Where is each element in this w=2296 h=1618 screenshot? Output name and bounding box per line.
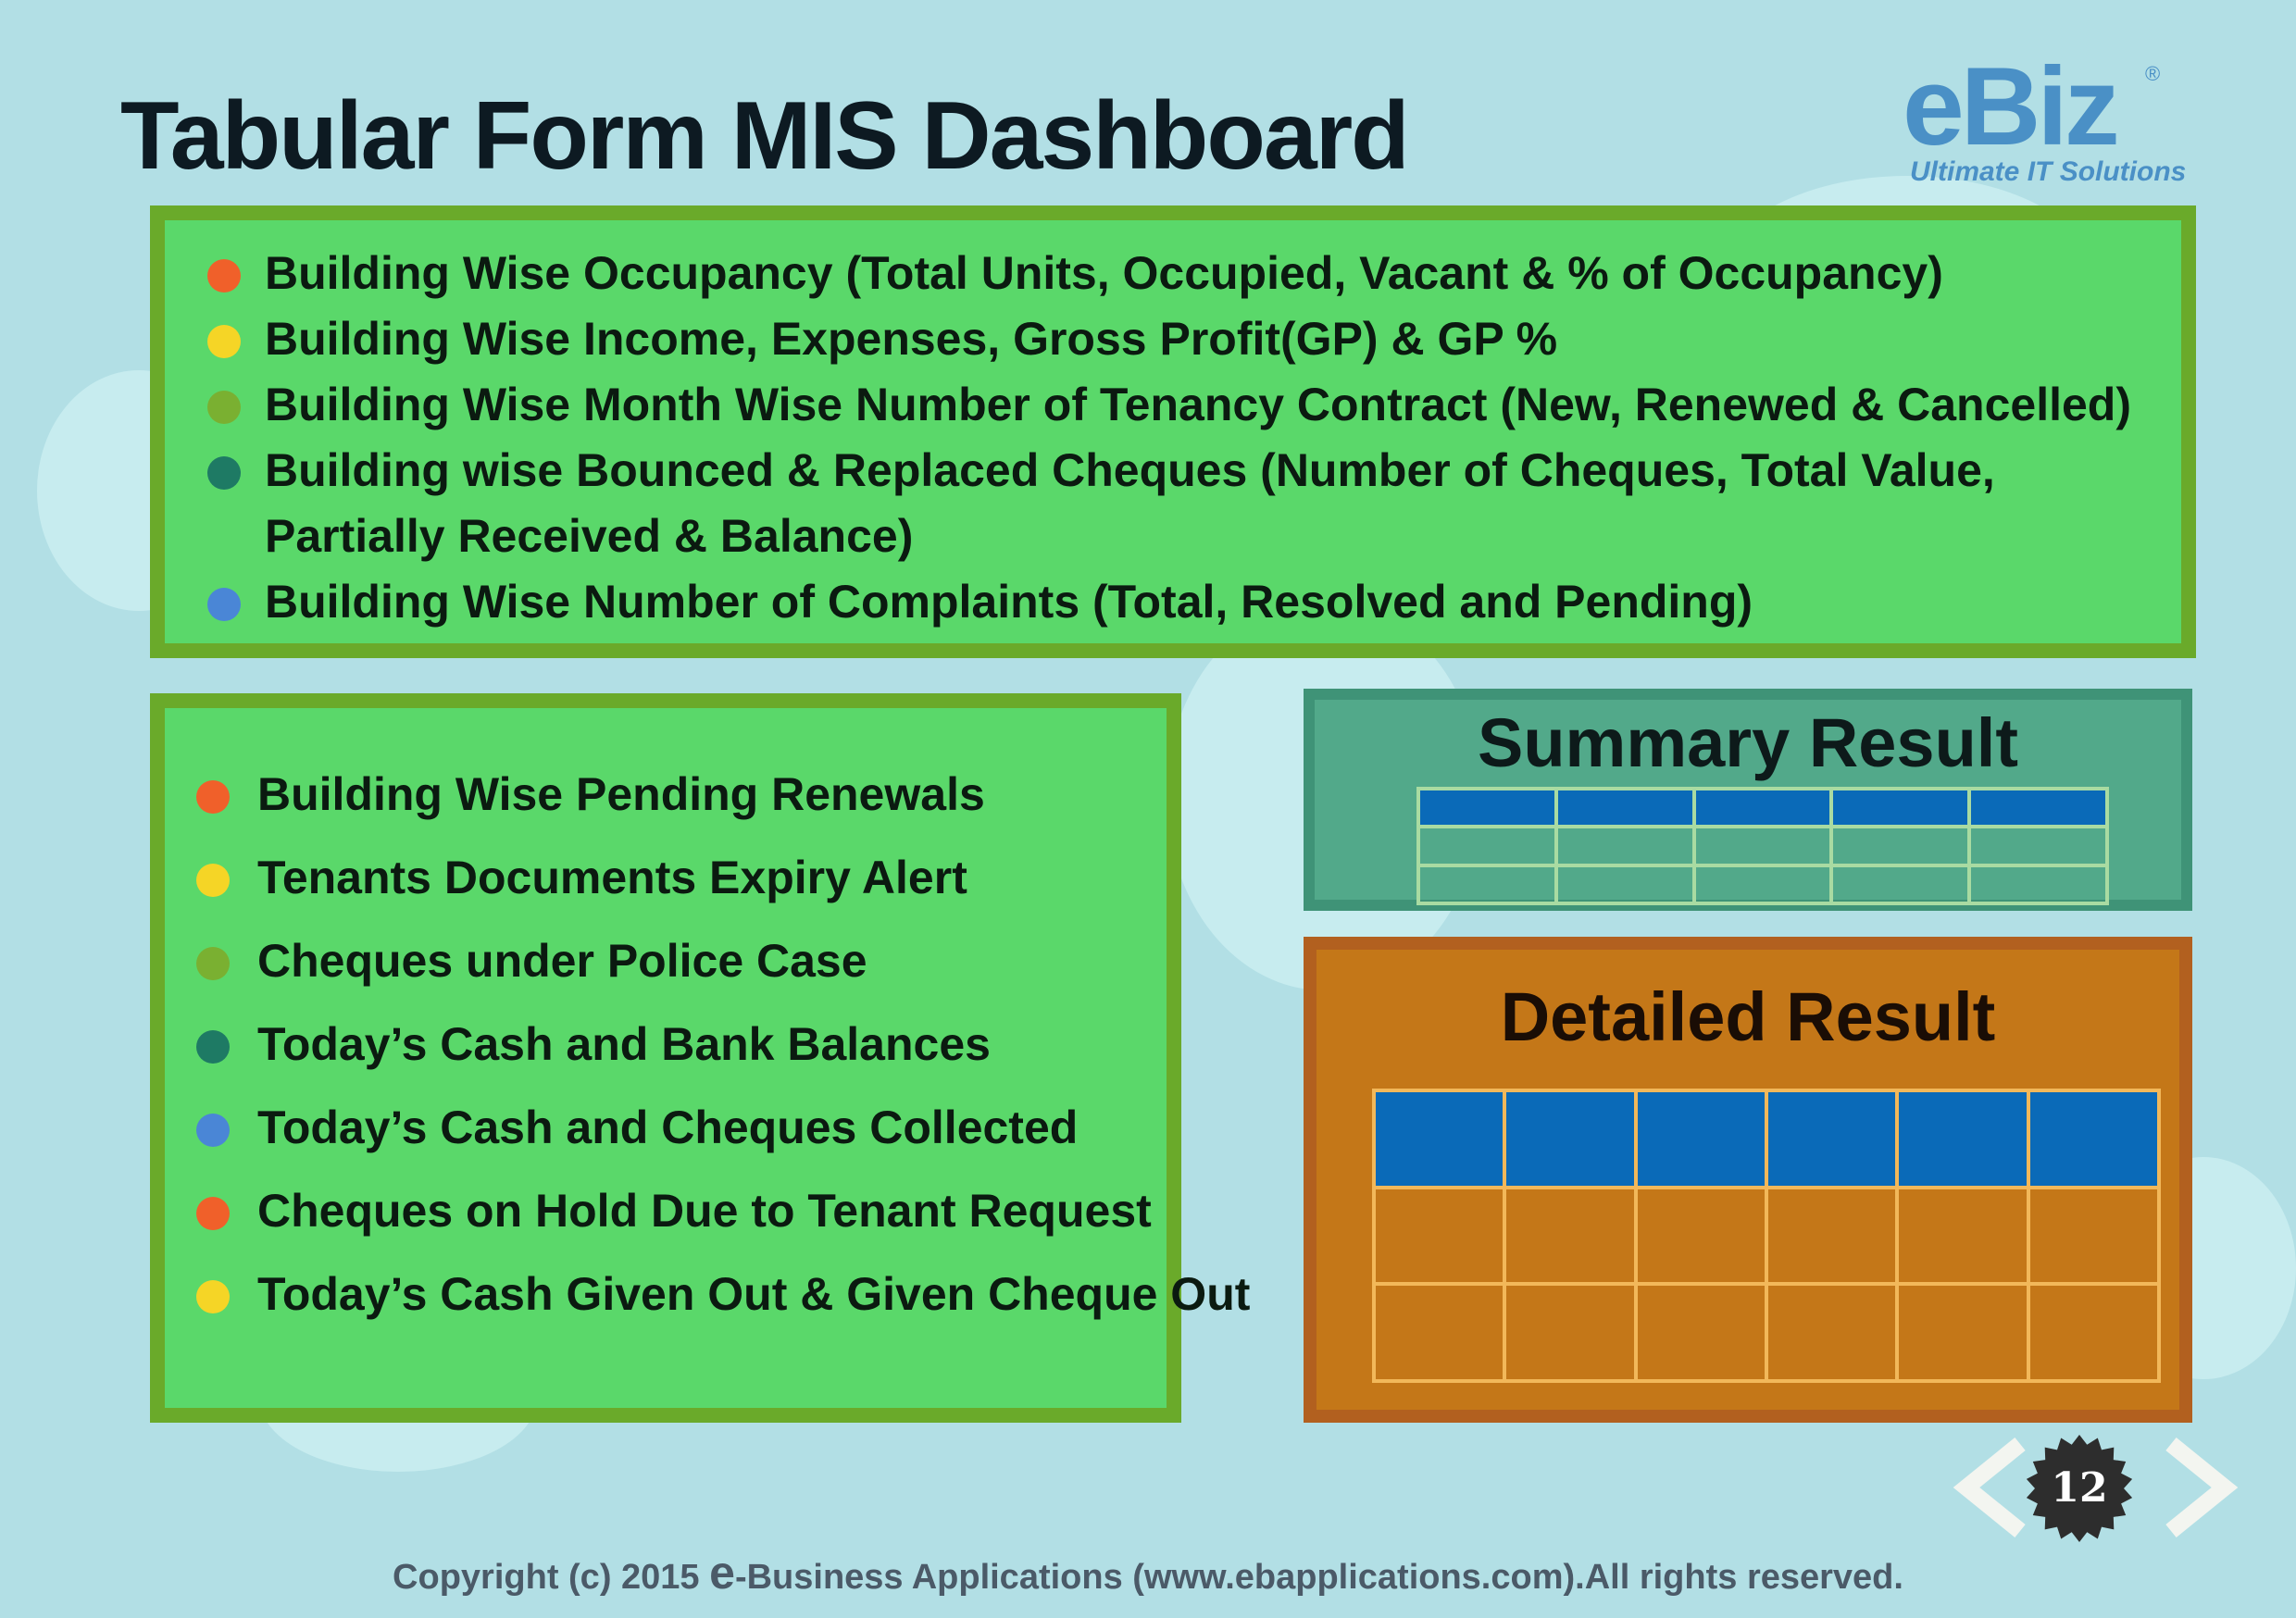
table-cell — [1416, 863, 1558, 906]
logo-tagline: Ultimate IT Solutions — [1910, 156, 2187, 187]
list-item-text: Today’s Cash and Bank Balances — [257, 1018, 991, 1070]
table-cell — [1691, 825, 1834, 867]
list-item-text: Tenants Documents Expiry Alert — [257, 852, 967, 903]
registered-mark: ® — [2145, 62, 2161, 85]
table-header-cell — [1554, 786, 1696, 829]
table-header-cell — [1633, 1089, 1768, 1189]
bullet-dot-icon — [196, 947, 230, 980]
list-item-text: Building Wise Number of Complaints (Tota… — [265, 576, 1753, 628]
ebiz-logo: eBiz ® Ultimate IT Solutions — [1903, 44, 2186, 190]
table-cell — [1967, 863, 2109, 906]
table-cell — [1691, 863, 1834, 906]
list-item: Building Wise Pending Renewals — [196, 762, 1167, 827]
bullet-dot-icon — [196, 864, 230, 897]
left-feature-list: Building Wise Pending Renewals Tenants Do… — [165, 708, 1250, 1326]
bullet-dot-icon — [207, 588, 241, 621]
table-cell — [2026, 1282, 2162, 1383]
table-cell — [1764, 1282, 1900, 1383]
bullet-dot-icon — [207, 391, 241, 424]
table-cell — [2026, 1185, 2162, 1287]
top-feature-panel: Building Wise Occupancy (Total Units, Oc… — [150, 205, 2196, 658]
list-item: Cheques under Police Case — [196, 928, 1167, 993]
list-item: Cheques on Hold Due to Tenant Request — [196, 1178, 1167, 1243]
list-item-text: Cheques on Hold Due to Tenant Request — [257, 1185, 1152, 1237]
table-row — [1416, 786, 2109, 829]
page-number: 12 — [2051, 1464, 2108, 1512]
logo-mark: eBiz — [1903, 44, 2120, 168]
chevron-right-icon[interactable] — [2152, 1437, 2245, 1538]
page-title: Tabular Form MIS Dashboard — [120, 82, 1410, 190]
bullet-dot-icon — [196, 1197, 230, 1230]
bullet-dot-icon — [196, 1280, 230, 1313]
summary-result-grid — [1416, 786, 2109, 906]
table-row — [1416, 825, 2109, 867]
list-item: Building Wise Month Wise Number of Tenan… — [207, 372, 2181, 437]
table-cell — [1633, 1282, 1768, 1383]
bullet-dot-icon — [196, 1030, 230, 1064]
left-feature-panel: Building Wise Pending Renewals Tenants Do… — [150, 693, 1250, 1423]
table-header-cell — [1503, 1089, 1638, 1189]
list-item-text: Building Wise Occupancy (Total Units, Oc… — [265, 247, 1943, 299]
list-item: Today’s Cash and Cheques Collected — [196, 1095, 1167, 1160]
table-row — [1371, 1089, 2162, 1189]
list-item: Building Wise Income, Expenses, Gross Pr… — [207, 306, 2181, 371]
list-item-text: Building Wise Month Wise Number of Tenan… — [265, 379, 2131, 430]
table-cell — [1503, 1282, 1638, 1383]
list-item: Building Wise Number of Complaints (Tota… — [207, 569, 2181, 634]
table-header-cell — [1416, 786, 1558, 829]
list-item: Today’s Cash and Bank Balances — [196, 1012, 1167, 1077]
copyright-footer: Copyright (c) 2015 e-Business Applicatio… — [393, 1547, 1903, 1599]
table-cell — [1554, 825, 1696, 867]
list-item-text: Today’s Cash and Cheques Collected — [257, 1101, 1079, 1153]
table-cell — [1371, 1185, 1507, 1287]
detailed-result-panel: Detailed Result — [1304, 937, 2192, 1423]
list-item-text: Building Wise Income, Expenses, Gross Pr… — [265, 313, 1558, 365]
footer-e-mark: e — [709, 1547, 735, 1599]
top-feature-list: Building Wise Occupancy (Total Units, Oc… — [165, 220, 2181, 634]
list-item-text: Building wise Bounced & Replaced Cheques… — [265, 444, 1995, 496]
table-header-cell — [1371, 1089, 1507, 1189]
summary-result-panel: Summary Result — [1304, 689, 2192, 911]
list-item: Building Wise Occupancy (Total Units, Oc… — [207, 241, 2181, 305]
table-row — [1416, 863, 2109, 906]
table-header-cell — [2026, 1089, 2162, 1189]
table-cell — [1503, 1185, 1638, 1287]
table-row — [1371, 1282, 2162, 1383]
bullet-dot-icon — [207, 325, 241, 358]
list-item-text: Cheques under Police Case — [257, 935, 867, 987]
list-item-text: Today’s Cash Given Out & Given Cheque Ou… — [257, 1268, 1251, 1320]
table-header-cell — [1829, 786, 1972, 829]
list-item: Tenants Documents Expiry Alert — [196, 845, 1167, 910]
table-cell — [1633, 1185, 1768, 1287]
detailed-result-title: Detailed Result — [1500, 978, 1996, 1055]
table-cell — [1371, 1282, 1507, 1383]
table-cell — [1764, 1185, 1900, 1287]
table-header-cell — [1895, 1089, 2030, 1189]
bullet-dot-icon — [196, 780, 230, 814]
detailed-result-grid — [1371, 1089, 2162, 1383]
starburst-badge-icon — [2026, 1435, 2133, 1542]
summary-result-title: Summary Result — [1478, 704, 2018, 781]
bullet-dot-icon — [207, 259, 241, 292]
table-cell — [1829, 825, 1972, 867]
bullet-dot-icon — [196, 1114, 230, 1147]
table-header-cell — [1691, 786, 1834, 829]
bullet-dot-icon — [207, 456, 241, 490]
table-cell — [1967, 825, 2109, 867]
table-cell — [1895, 1282, 2030, 1383]
list-item-text: Building Wise Pending Renewals — [257, 768, 985, 820]
chevron-left-icon[interactable] — [1946, 1437, 2039, 1538]
table-header-cell — [1764, 1089, 1900, 1189]
table-header-cell — [1967, 786, 2109, 829]
list-item: Partially Received & Balance) — [207, 504, 2181, 568]
table-cell — [1829, 863, 1972, 906]
list-item: Today’s Cash Given Out & Given Cheque Ou… — [196, 1262, 1250, 1326]
table-cell — [1895, 1185, 2030, 1287]
list-item: Building wise Bounced & Replaced Cheques… — [207, 438, 2181, 503]
table-row — [1371, 1185, 2162, 1287]
list-item-text: Partially Received & Balance) — [265, 510, 914, 562]
table-cell — [1554, 863, 1696, 906]
table-cell — [1416, 825, 1558, 867]
